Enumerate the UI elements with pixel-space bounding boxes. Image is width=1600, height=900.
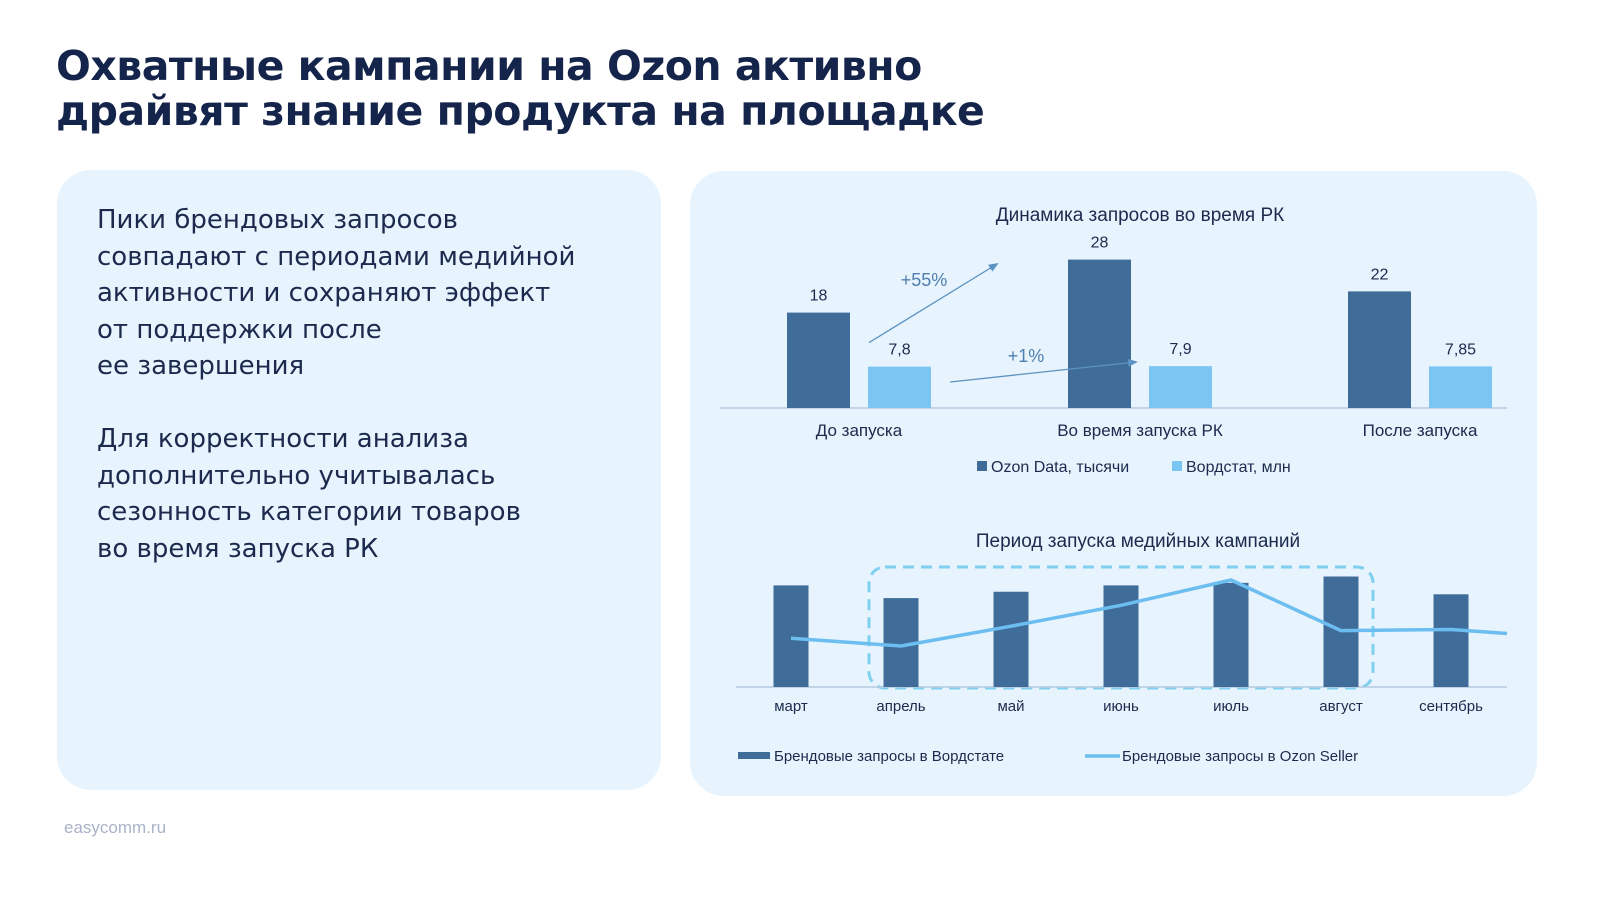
chart-1-category-label: До запуска [816,421,903,440]
chart-2-bar [993,591,1029,687]
method-line: дополнительно учитывалась [97,460,496,491]
chart-1-data-label: 7,9 [1169,341,1191,358]
method-line: Для корректности анализа [97,424,469,454]
method-line: сезонность категории товаров [97,497,521,527]
legend-swatch-ozon [977,461,987,471]
footer-site: easycomm.ru [64,818,167,837]
charts-card: Динамика запросов во время РК 18 7,8 До зап… [690,171,1537,796]
legend-swatch-wordstat-bars [738,752,770,759]
chart-1-bar-ozon [787,312,850,408]
chart-1-data-label: 18 [810,288,828,305]
chart-1-bar-wordstat [1149,366,1212,408]
chart-2-bar [773,585,809,687]
legend-label-ozon: Ozon Data, тысячи [991,459,1129,476]
insight-line: активности и сохраняют эффект [97,278,551,308]
chart-2-month-label: июнь [1103,698,1139,715]
legend-label-wordstat: Вордстат, млн [1186,459,1291,476]
chart-1-bar-ozon [1068,259,1131,408]
growth-arrow-wordstat [949,358,1138,383]
chart-1-bar-ozon [1348,291,1411,408]
chart-2-month-label: май [997,698,1024,715]
chart-2-month-label: август [1319,698,1363,715]
chart-2-title: Период запуска медийных кампаний [976,531,1300,552]
chart-1-bar-wordstat [868,366,931,408]
chart-2-line-ozon-seller [790,578,1508,648]
chart-1-data-label: 22 [1371,266,1389,283]
charts-svg: Динамика запросов во время РК 18 7,8 До зап… [720,205,1508,765]
chart-2-bar [1433,594,1469,687]
growth-label-ozon: +55% [901,270,948,290]
title-line-1: Охватные кампании на Ozon активно [56,42,922,90]
method-paragraph: Для корректности анализа дополнительно у… [97,421,521,567]
chart-2-month-label: июль [1213,698,1249,715]
legend-label-wordstat-bars: Брендовые запросы в Вордстате [774,748,1004,765]
method-line: во время запуска РК [97,533,379,564]
chart-1-category-label: Во время запуска РК [1057,421,1223,440]
insight-line: ее завершения [97,351,305,381]
chart-2-month-label: апрель [876,698,925,715]
insight-line: совпадают с периодами медийной [97,241,576,272]
campaign-period-highlight [867,565,1375,690]
legend-label-ozon-line: Брендовые запросы в Ozon Seller [1122,748,1358,765]
growth-arrow-ozon [868,262,999,344]
insight-line: Пики брендовых запросов [97,205,458,235]
chart-2-bar [1213,582,1249,687]
chart-1-data-label: 28 [1091,235,1109,252]
chart-2-bar [1103,585,1139,687]
insight-paragraph: Пики брендовых запросов совпадают с пери… [97,202,575,385]
growth-label-wordstat: +1% [1008,346,1045,366]
slide-title: Охватные кампании на Ozon активно драйвя… [56,42,985,135]
chart-1-data-label: 7,8 [888,342,910,359]
title-line-2: драйвят знание продукта на площадке [56,87,985,135]
chart-1-bar-wordstat [1429,366,1492,408]
legend-swatch-wordstat [1172,461,1182,471]
insight-line: от поддержки после [97,314,382,345]
chart-1-category-label: После запуска [1363,421,1478,440]
text-card: Пики брендовых запросов совпадают с пери… [57,170,661,790]
chart-2-month-label: сентябрь [1419,698,1483,715]
chart-2-month-label: март [774,698,808,715]
chart-1-data-label: 7,85 [1445,341,1476,358]
chart-1-title: Динамика запросов во время РК [996,205,1284,226]
